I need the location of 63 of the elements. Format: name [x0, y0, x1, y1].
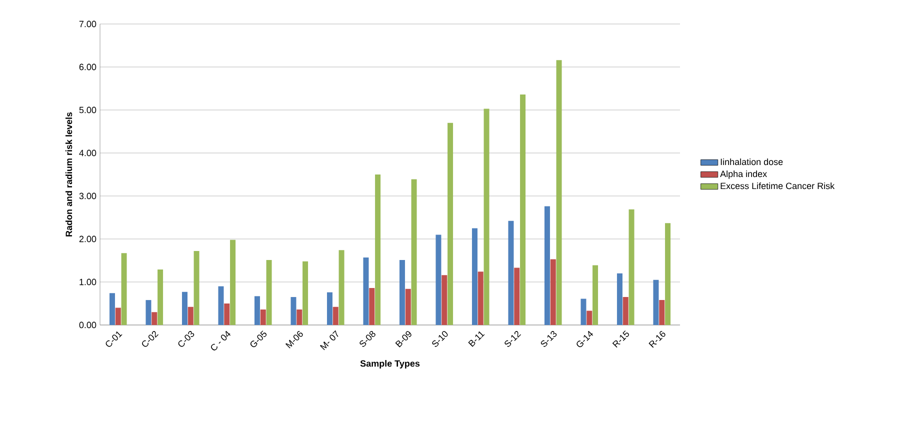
bar: [266, 260, 272, 325]
x-tick-label: C - 04: [211, 330, 231, 350]
bar: [158, 270, 164, 325]
bar: [254, 296, 260, 325]
bar: [472, 228, 478, 325]
bar: [544, 206, 550, 325]
bar: [556, 60, 562, 325]
bar: [628, 209, 634, 325]
bar: [375, 174, 381, 325]
bar: [442, 275, 448, 325]
bar: [592, 265, 598, 325]
bar: [218, 286, 224, 325]
legend-label: Alpha index: [720, 170, 767, 179]
bar: [653, 280, 659, 325]
bar: [230, 240, 236, 325]
bar: [405, 288, 411, 325]
bar: [399, 260, 405, 325]
bar: [338, 250, 344, 325]
bar: [622, 297, 628, 325]
y-tick-label: 1.00: [80, 278, 96, 286]
bar: [224, 303, 230, 325]
bar: [659, 300, 665, 325]
bar: [508, 220, 514, 325]
bar: [436, 234, 442, 325]
bar: [302, 261, 308, 325]
bar: [369, 288, 375, 325]
legend-label: Excess Lifetime Cancer Risk: [720, 182, 835, 190]
bar: [580, 298, 586, 325]
bar: [260, 310, 266, 325]
bar: [109, 293, 115, 325]
y-tick-label: 3.00: [79, 192, 96, 200]
bar: [478, 272, 484, 325]
y-tick-label: 4.00: [79, 150, 96, 156]
bar: [115, 308, 121, 325]
y-tick-label: 5.00: [79, 106, 96, 114]
bar: [332, 306, 338, 325]
bar: [665, 223, 671, 325]
bar: [182, 292, 188, 325]
y-tick-label: 7.00: [79, 20, 96, 28]
bar: [586, 310, 592, 325]
bar: [296, 310, 302, 325]
bar: [411, 179, 417, 325]
bar: [550, 259, 556, 325]
y-tick-label: 6.00: [79, 64, 96, 70]
y-axis-title: Radon and radium risk levels: [65, 112, 72, 236]
bar: [363, 257, 369, 325]
bar: [290, 297, 296, 325]
bar: [326, 292, 332, 325]
bar: [616, 273, 622, 325]
bar: [146, 300, 152, 325]
bar: [188, 306, 194, 325]
bar: [194, 251, 200, 325]
x-axis-title: Sample Types: [360, 360, 420, 368]
bar: [121, 253, 127, 325]
y-tick-label: 2.00: [79, 236, 96, 242]
bar: [152, 312, 158, 325]
bar: [520, 94, 526, 325]
bar: [514, 268, 520, 325]
legend-label: Iinhalation dose: [720, 158, 783, 166]
bar: [484, 108, 490, 325]
x-tick-label: M- 07: [320, 330, 338, 350]
y-tick-label: 0.00: [79, 322, 96, 328]
bar: [448, 122, 454, 325]
